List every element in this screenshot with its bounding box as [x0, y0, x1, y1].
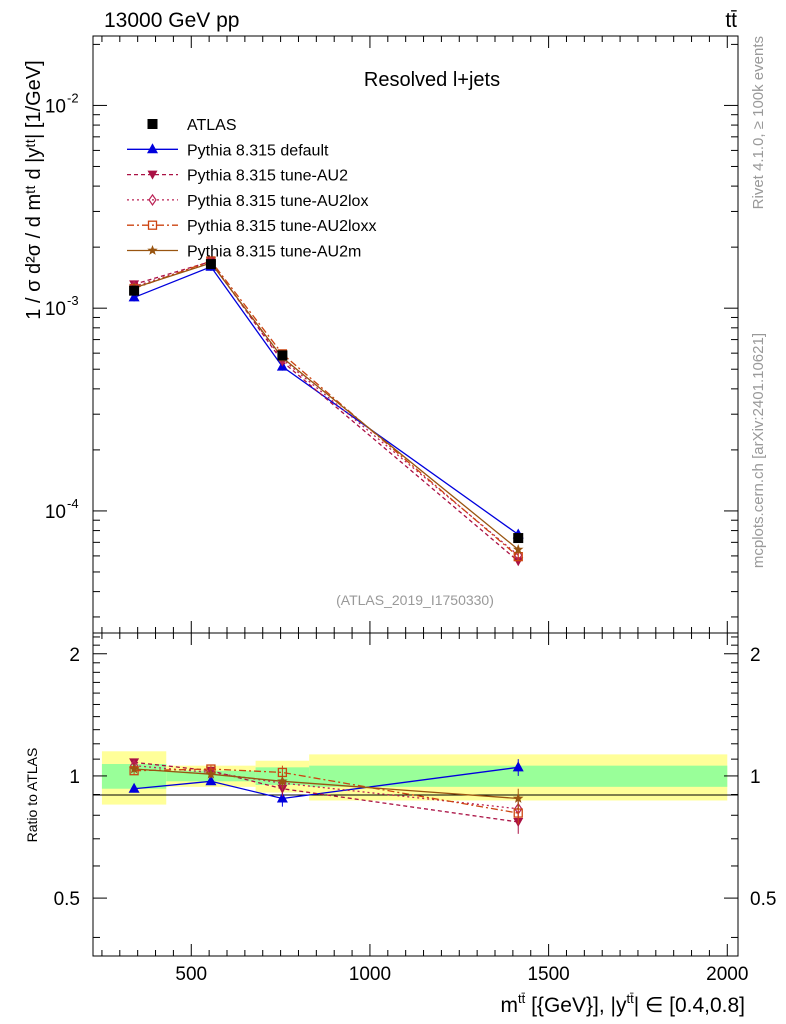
legend-item: Pythia 8.315 tune-AU2	[127, 168, 348, 185]
data-point	[513, 544, 524, 554]
data-point	[128, 291, 140, 302]
legend-item: Pythia 8.315 default	[127, 142, 329, 159]
x-tick-label: 1500	[527, 964, 569, 985]
ratio-point	[128, 782, 140, 793]
x-axis-label: mtt̄ [{GeV}], |ytt̄| ∈ [0.4,0.8]	[501, 991, 745, 1017]
ratio-tick-label-right: 2	[750, 645, 761, 666]
ratio-series-1	[128, 759, 524, 807]
series-line	[133, 262, 519, 551]
legend-label: Pythia 8.315 tune-AU2loxx	[187, 218, 376, 235]
legend-marker	[147, 119, 158, 129]
ratio-point	[513, 808, 523, 818]
series-line	[133, 266, 519, 536]
ratio-tick-label-right: 0.5	[750, 889, 776, 910]
chart-title: Resolved l+jets	[364, 69, 500, 91]
y-tick-exponent: -4	[67, 496, 79, 511]
analysis-id: (ATLAS_2019_I1750330)	[336, 592, 494, 608]
ratio-line	[134, 766, 519, 800]
legend-marker	[148, 193, 157, 206]
ratio-point	[205, 775, 217, 786]
data-point	[513, 557, 524, 567]
series-4	[129, 256, 523, 562]
y-tick-exponent: -3	[67, 293, 79, 308]
series-2	[129, 257, 524, 567]
ratio-series-5	[128, 763, 524, 809]
x-tick-label: 500	[175, 964, 207, 985]
ratio-point	[277, 775, 288, 786]
x-tick-label: 1000	[349, 964, 391, 985]
legend-item: ATLAS	[147, 117, 237, 134]
legend-marker	[147, 245, 158, 255]
ratio-y-axis-label: Ratio to ATLAS	[24, 748, 40, 843]
legend-label: Pythia 8.315 default	[187, 142, 329, 159]
data-point	[277, 350, 288, 361]
ratio-line	[134, 761, 519, 823]
data-point	[513, 533, 524, 544]
legend-item: Pythia 8.315 tune-AU2loxx	[127, 218, 376, 235]
y-tick-label: 10	[45, 96, 66, 117]
y-axis-label: 1 / σ d²σ / d mᵗᵗ d |yᵗᵗ| [1/GeV]	[23, 60, 45, 319]
ratio-tick-label: 1	[69, 767, 80, 788]
legend-label: Pythia 8.315 tune-AU2m	[187, 244, 361, 261]
mcplots-label: mcplots.cern.ch [arXiv:2401.10621]	[750, 333, 767, 568]
series-line	[133, 260, 519, 562]
series-line	[133, 261, 519, 556]
ratio-point	[205, 768, 217, 779]
ratio-point	[128, 763, 140, 774]
y-tick-label: 10	[45, 502, 66, 523]
series-line	[133, 260, 519, 558]
ratio-tick-label: 2	[69, 645, 80, 666]
x-tick-label: 2000	[706, 964, 748, 985]
legend: ATLAS Pythia 8.315 default Pythia 8.315 tu…	[127, 117, 376, 261]
y-tick-label: 10	[45, 299, 66, 320]
series-1	[128, 260, 524, 539]
main-panel: Resolved l+jets (ATLAS_2019_I1750330) 1 …	[23, 35, 739, 634]
data-point	[129, 285, 140, 296]
data-point	[205, 259, 216, 270]
legend-marker	[147, 143, 158, 154]
ratio-point	[276, 792, 288, 803]
ratio-line	[134, 768, 519, 800]
legend-label: Pythia 8.315 tune-AU2	[187, 168, 348, 185]
ratio-tick-label: 0.5	[54, 889, 80, 910]
ratio-panel: Ratio to ATLAS 500 1000 1500 2000 0.5 0.5 1 1 2 2	[24, 632, 776, 985]
ratio-point	[513, 793, 524, 803]
series-3	[129, 256, 523, 562]
legend-marker	[147, 170, 158, 180]
ratio-point	[512, 761, 524, 772]
legend-label: ATLAS	[187, 117, 237, 134]
legend-item: Pythia 8.315 tune-AU2lox	[127, 193, 368, 210]
energy-label: 13000 GeV pp	[104, 9, 239, 32]
legend-marker	[147, 220, 158, 230]
series-0	[129, 259, 524, 544]
rivet-label: Rivet 4.1.0, ≥ 100k events	[750, 36, 767, 209]
ratio-tick-label-right: 1	[750, 767, 761, 788]
process-label: tt̄	[725, 9, 737, 32]
legend-label: Pythia 8.315 tune-AU2lox	[187, 193, 368, 210]
y-tick-exponent: -2	[67, 90, 79, 105]
legend-item: Pythia 8.315 tune-AU2m	[127, 244, 361, 261]
